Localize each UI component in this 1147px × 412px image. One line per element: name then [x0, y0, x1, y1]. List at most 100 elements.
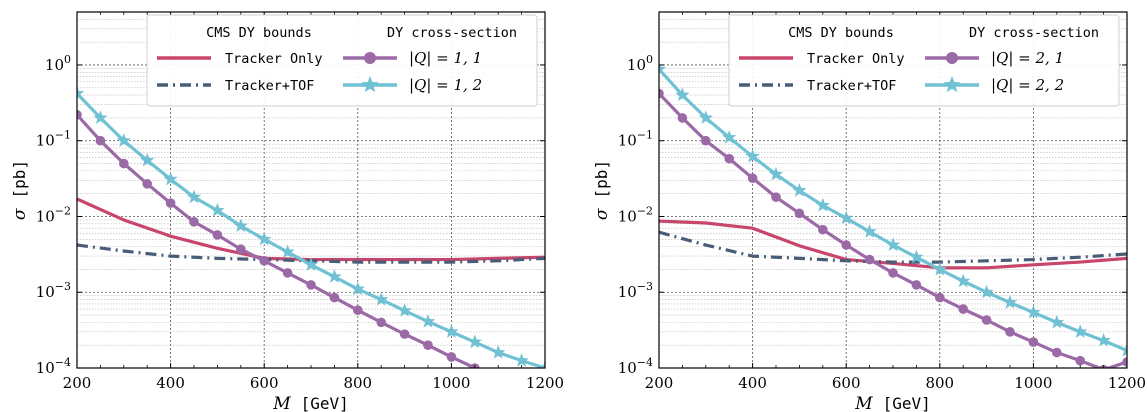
data-point-star: [745, 148, 760, 163]
x-tick-label: 600: [250, 374, 279, 392]
data-point-circle: [95, 135, 106, 146]
x-tick-label: 600: [832, 374, 861, 392]
data-point-circle: [306, 280, 316, 290]
data-point-circle: [1028, 337, 1039, 347]
data-point-star: [303, 257, 319, 271]
data-point-star: [93, 110, 108, 124]
x-axis-label-unit: [GeV]: [883, 394, 931, 412]
data-point-star: [1119, 343, 1127, 357]
data-point-circle: [958, 304, 968, 314]
x-tick-label: 800: [925, 374, 954, 392]
legend-header-bounds: CMS DY bounds: [788, 25, 894, 41]
x-tick-label: 200: [63, 374, 92, 392]
y-tick-base: 10: [45, 56, 64, 74]
y-axis-label: σ [pb]: [10, 160, 30, 220]
x-axis-label: M [GeV]: [854, 394, 931, 412]
data-point-circle: [841, 240, 851, 250]
legend-label: |Q| = 1, 2: [409, 76, 482, 94]
data-point-star: [909, 249, 924, 264]
data-point-star: [77, 86, 85, 100]
y-tick-label: 10−4: [36, 356, 71, 377]
y-tick-label: 10−3: [618, 280, 653, 301]
data-point-star: [1096, 333, 1111, 347]
data-point-star: [956, 273, 971, 288]
y-tick-exponent: −4: [637, 356, 653, 369]
legend-label: Tracker Only: [807, 51, 905, 67]
data-point-circle: [888, 268, 898, 278]
legend-marker-circle: [946, 52, 958, 64]
data-point-star: [420, 314, 436, 328]
data-point-star: [839, 210, 854, 225]
data-point-star: [491, 345, 506, 359]
x-axis-label-symbol: M: [854, 394, 873, 412]
x-axis-label: M [GeV]: [272, 394, 349, 412]
y-tick-label: 10−2: [36, 204, 71, 225]
data-point-star: [1002, 295, 1018, 309]
grid: [76, 12, 546, 369]
y-tick-exponent: −4: [55, 356, 71, 369]
series-line-tracker-tof: [659, 230, 1127, 264]
x-tick-label: 400: [156, 374, 185, 392]
data-point-star: [698, 110, 713, 124]
y-tick-exponent: −2: [637, 204, 653, 217]
y-tick-exponent: −2: [55, 204, 71, 217]
data-point-star: [233, 218, 248, 233]
y-tick-base: 10: [618, 283, 637, 301]
data-point-circle: [142, 178, 152, 189]
data-point-star: [722, 130, 737, 144]
data-point-circle: [911, 280, 922, 290]
y-tick-base: 10: [618, 207, 637, 225]
data-point-star: [768, 166, 784, 181]
x-axis-label-unit: [GeV]: [301, 394, 349, 412]
legend-marker-star: [943, 76, 961, 93]
data-point-circle: [446, 352, 457, 362]
data-point-star: [862, 224, 877, 238]
data-point-circle: [724, 153, 734, 164]
y-tick-base: 10: [36, 359, 55, 377]
y-tick-exponent: −3: [55, 280, 71, 293]
y-tick-label: 10−1: [618, 129, 653, 150]
y-tick-exponent: 0: [646, 53, 653, 66]
legend-label: |Q| = 2, 1: [991, 49, 1064, 67]
data-point-star: [467, 334, 482, 349]
data-point-circle: [423, 340, 433, 350]
data-point-circle: [259, 255, 270, 266]
legend-label: Tracker Only: [225, 51, 323, 67]
y-axis-label: σ [pb]: [592, 160, 612, 220]
series-group: [659, 61, 1127, 368]
data-point-circle: [818, 224, 828, 235]
y-tick-base: 10: [627, 56, 646, 74]
data-point-star: [792, 183, 807, 197]
data-point-circle: [1005, 327, 1015, 337]
data-point-star: [397, 303, 412, 317]
data-point-star: [932, 261, 947, 276]
data-point-circle: [329, 292, 340, 303]
x-tick-label: 1000: [432, 374, 470, 392]
y-tick-label: 10−4: [618, 356, 653, 377]
y-tick-exponent: −3: [637, 280, 653, 293]
data-point-star: [815, 197, 830, 212]
y-tick-base: 10: [36, 207, 55, 225]
y-axis-label-unit: [pb]: [592, 160, 611, 199]
data-point-star: [374, 292, 389, 306]
x-tick-label: 400: [738, 374, 767, 392]
x-tick-label: 1000: [1014, 374, 1052, 392]
data-point-circle: [935, 292, 945, 303]
series-line--q-2-2: [659, 67, 1127, 353]
data-point-circle: [119, 158, 129, 169]
x-tick-label: 1200: [1108, 374, 1146, 392]
data-point-circle: [189, 217, 199, 227]
data-point-circle: [981, 315, 992, 325]
data-point-circle: [1122, 357, 1127, 367]
data-point-star: [444, 324, 459, 338]
x-tick-label: 200: [645, 374, 674, 392]
series-group: [77, 86, 545, 368]
y-axis-label-symbol: σ: [10, 208, 30, 220]
data-point-circle: [212, 230, 223, 240]
data-point-circle: [282, 268, 293, 278]
y-tick-label: 100: [627, 53, 653, 74]
data-point-circle: [1052, 347, 1062, 358]
y-tick-exponent: 0: [64, 53, 71, 66]
data-point-circle: [376, 317, 387, 328]
y-tick-label: 10−2: [618, 204, 653, 225]
